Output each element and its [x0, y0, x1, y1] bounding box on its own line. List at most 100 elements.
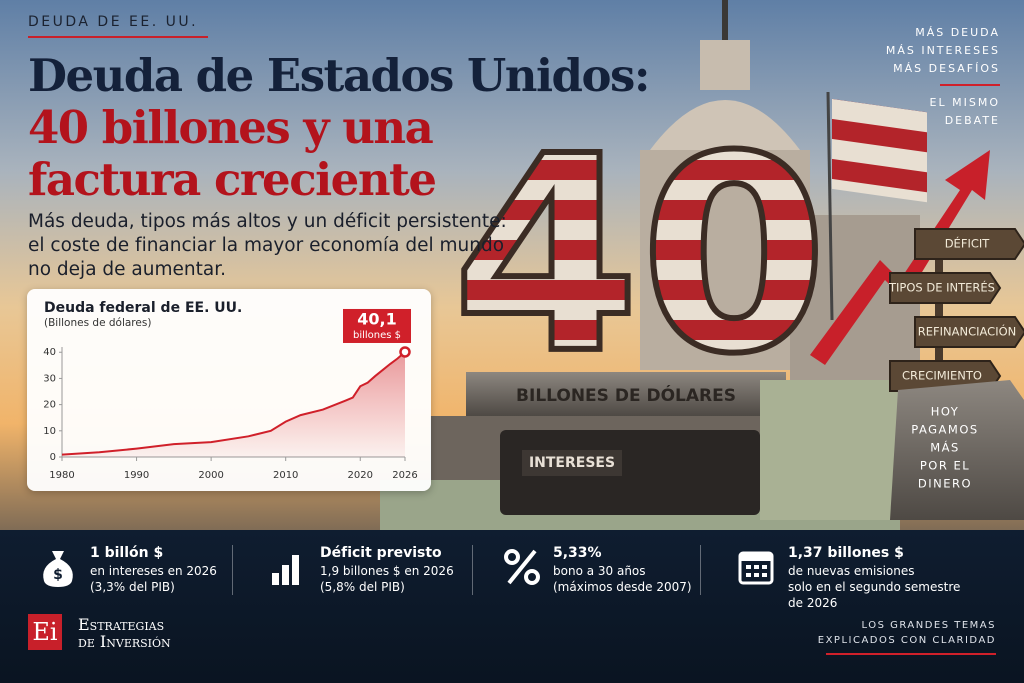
side-line: MÁS INTERESES	[885, 44, 1000, 57]
stat-line: (5,8% del PIB)	[320, 580, 405, 594]
cupola	[700, 40, 750, 90]
stone-text: PAGAMOS	[911, 423, 978, 437]
subtitle-line: Más deuda, tipos más altos y un déficit …	[28, 211, 507, 232]
money-stack	[760, 380, 900, 520]
title: Deuda de Estados Unidos: 40 billones y u…	[28, 49, 650, 206]
y-tick-label: 40	[43, 347, 56, 358]
icon-bars	[272, 555, 299, 585]
stat-line: bono a 30 años	[553, 564, 646, 578]
x-tick-label: 2026	[392, 470, 417, 481]
stat-title: 1 billón $	[90, 545, 164, 561]
x-tick-label: 2020	[348, 470, 373, 481]
divider	[700, 545, 701, 595]
subtitle: Más deuda, tipos más altos y un déficit …	[28, 210, 507, 282]
stat-line: (3,3% del PIB)	[90, 580, 175, 594]
annotation-box	[343, 308, 411, 343]
stat: Déficit previsto 1,9 billones $ en 2026 …	[272, 545, 454, 595]
kicker: DEUDA DE EE. UU.	[28, 14, 199, 30]
divider	[232, 545, 233, 595]
stat-title: 5,33%	[553, 545, 602, 561]
icon-moneybag: $	[43, 551, 73, 587]
sign-text: REFINANCIACIÓN	[918, 324, 1017, 339]
briefcase-text: INTERESES	[529, 455, 615, 471]
statue	[722, 0, 728, 40]
scene: 40 BILLONES DE DÓLARES INTERESES DÉFICIT…	[380, 0, 1024, 530]
chart-subtitle: (Billones de dólares)	[44, 317, 151, 329]
footer-line: LOS GRANDES TEMAS	[861, 620, 996, 631]
chart: Deuda federal de EE. UU.(Billones de dól…	[43, 300, 417, 481]
stat: 5,33% bono a 30 años (máximos desde 2007…	[504, 545, 692, 595]
stone-text: DINERO	[918, 477, 972, 491]
title-line: Deuda de Estados Unidos:	[28, 49, 650, 102]
side-notes: MÁS DEUDA MÁS INTERESES MÁS DESAFÍOS EL …	[886, 24, 1000, 130]
y-tick-label: 0	[50, 452, 56, 463]
y-tick-label: 30	[43, 373, 56, 384]
stat-line: solo en el segundo semestre	[788, 580, 961, 594]
side-line: DEBATE	[944, 114, 1000, 127]
trend-arrow	[810, 150, 990, 365]
title-line: 40 billones y una	[28, 101, 434, 154]
stat: $ 1 billón $ en intereses en 2026 (3,3% …	[43, 545, 217, 595]
logo-line: de Inversión	[78, 632, 171, 651]
stat-title: Déficit previsto	[320, 545, 442, 561]
annotation-unit: billones $	[353, 330, 401, 341]
chart-card: Deuda federal de EE. UU. (Billones de dól…	[27, 289, 431, 491]
side-line: MÁS DESAFÍOS	[893, 62, 1000, 75]
y-tick-label: 20	[43, 400, 56, 411]
line	[61, 351, 406, 456]
stats-bar	[0, 530, 1024, 683]
footer-rule	[826, 653, 996, 655]
x-tick-label: 2000	[198, 470, 223, 481]
logo-mark: Ei	[28, 614, 62, 650]
logo-line: Estrategias	[78, 615, 165, 634]
footer: LOS GRANDES TEMAS EXPLICADOS CON CLARIDA…	[818, 618, 996, 655]
sign-text: TIPOS DE INTERÉS	[888, 280, 995, 295]
stat-title: 1,37 billones $	[788, 545, 904, 561]
pedestal-text: BILLONES DE DÓLARES	[516, 384, 736, 406]
stone-text: HOY	[931, 405, 960, 419]
chart-title: Deuda federal de EE. UU.	[44, 300, 242, 316]
stone-text: POR EL	[920, 459, 970, 473]
sign-board	[914, 228, 1024, 260]
dome	[650, 100, 800, 150]
sign-text: CRECIMIENTO	[902, 369, 982, 383]
sign-board	[889, 272, 1002, 304]
sign-board	[914, 316, 1024, 348]
subtitle-line: el coste de financiar la mayor economía …	[28, 235, 505, 256]
sign-post	[935, 230, 943, 390]
logo-name: Estrategias de Inversión	[78, 616, 171, 650]
capitol-base	[640, 150, 810, 370]
side-line: EL MISMO	[929, 96, 1000, 109]
briefcase-plate	[522, 450, 622, 476]
flag-pole	[826, 91, 834, 321]
icon-percent	[504, 549, 540, 585]
flag	[832, 98, 927, 203]
x-tick-label: 1980	[49, 470, 74, 481]
stat-line: en intereses en 2026	[90, 564, 217, 578]
icon-calendar	[738, 551, 774, 585]
big-number: 40	[452, 98, 828, 413]
subtitle-line: no deja de aumentar.	[28, 259, 226, 280]
stat-line: (máximos desde 2007)	[553, 580, 692, 594]
x-tick-label: 2010	[273, 470, 298, 481]
pedestal	[466, 372, 786, 416]
y-tick-label: 10	[43, 426, 56, 437]
area	[62, 351, 405, 457]
stat-line: 1,9 billones $ en 2026	[320, 564, 454, 578]
stat-line: de 2026	[788, 596, 838, 610]
side-line: MÁS DEUDA	[915, 26, 1000, 39]
footer-line: EXPLICADOS CON CLARIDAD	[817, 635, 996, 646]
side-rule	[940, 84, 1000, 86]
x-tick-label: 1990	[124, 470, 149, 481]
annotation-value: 40,1	[357, 309, 396, 328]
svg-text:$: $	[53, 567, 63, 583]
sign-text: DÉFICIT	[945, 236, 991, 251]
divider	[472, 545, 473, 595]
stat: 1,37 billones $ de nuevas emisiones solo…	[738, 545, 961, 611]
title-line: factura creciente	[28, 153, 437, 206]
stone-text: MÁS	[930, 440, 960, 455]
kicker-rule	[28, 36, 208, 38]
end-point	[399, 346, 411, 358]
stone	[890, 380, 1024, 520]
